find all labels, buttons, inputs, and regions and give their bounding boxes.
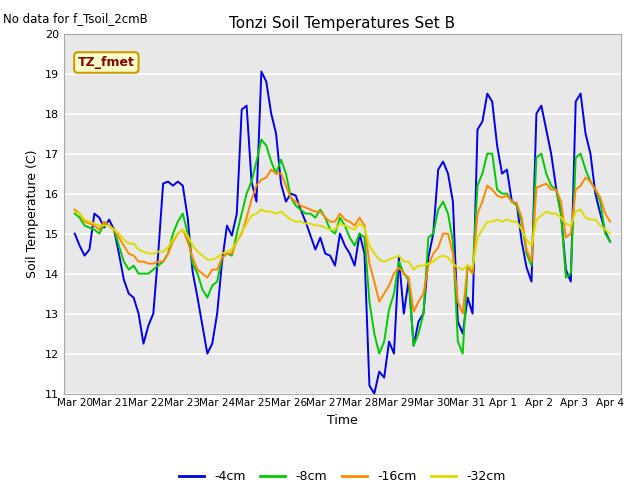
Text: No data for f_Tsoil_2cmB: No data for f_Tsoil_2cmB: [3, 12, 148, 25]
X-axis label: Time: Time: [327, 414, 358, 427]
Y-axis label: Soil Temperature (C): Soil Temperature (C): [26, 149, 40, 278]
Text: TZ_fmet: TZ_fmet: [78, 56, 135, 69]
Title: Tonzi Soil Temperatures Set B: Tonzi Soil Temperatures Set B: [229, 16, 456, 31]
Legend: -4cm, -8cm, -16cm, -32cm: -4cm, -8cm, -16cm, -32cm: [174, 465, 511, 480]
